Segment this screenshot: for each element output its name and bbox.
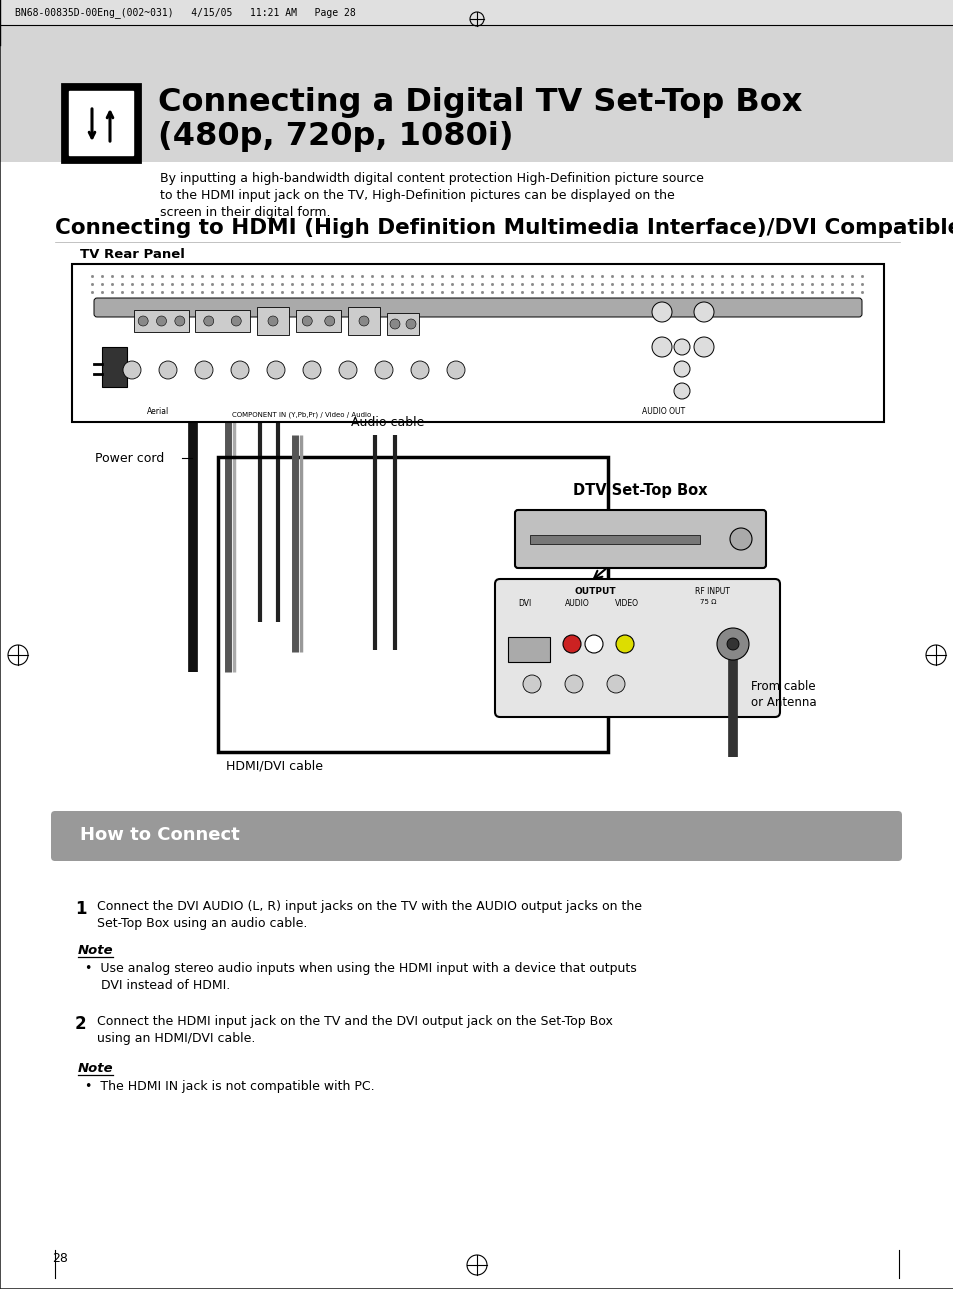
Bar [387, 313, 418, 335]
Bar [348, 307, 379, 335]
Bar [218, 457, 607, 752]
Circle shape [268, 316, 277, 326]
Circle shape [156, 316, 167, 326]
Text: How to Connect: How to Connect [80, 827, 239, 844]
Circle shape [522, 675, 540, 693]
Circle shape [267, 362, 285, 379]
Circle shape [194, 362, 213, 379]
FancyBboxPatch shape [495, 579, 780, 717]
Bar [256, 307, 289, 335]
Text: Connecting a Digital TV Set-Top Box: Connecting a Digital TV Set-Top Box [158, 86, 801, 118]
Bar [295, 310, 340, 331]
Text: 28: 28 [52, 1251, 68, 1264]
Circle shape [174, 316, 185, 326]
Circle shape [123, 362, 141, 379]
Text: By inputting a high-bandwidth digital content protection High-Definition picture: By inputting a high-bandwidth digital co… [160, 172, 703, 185]
Bar [69, 90, 132, 155]
Circle shape [303, 362, 320, 379]
Circle shape [231, 362, 249, 379]
Text: 1: 1 [75, 900, 87, 918]
Text: Audio cable: Audio cable [351, 415, 424, 428]
Circle shape [231, 316, 241, 326]
Circle shape [324, 316, 335, 326]
Text: BN68-00835D-00Eng_(002~031)   4/15/05   11:21 AM   Page 28: BN68-00835D-00Eng_(002~031) 4/15/05 11:2… [15, 8, 355, 18]
Text: 2: 2 [75, 1015, 87, 1034]
Text: Power cord: Power cord [95, 452, 164, 465]
Circle shape [159, 362, 177, 379]
Circle shape [564, 675, 582, 693]
Text: DVI: DVI [517, 599, 531, 608]
FancyBboxPatch shape [94, 297, 862, 317]
Text: HDMI/DVI cable: HDMI/DVI cable [226, 760, 323, 773]
Text: screen in their digital form.: screen in their digital form. [160, 206, 330, 219]
Circle shape [729, 528, 751, 550]
Text: DTV Set-Top Box: DTV Set-Top Box [572, 483, 706, 499]
Text: OUTPUT: OUTPUT [575, 587, 616, 596]
Text: Connect the HDMI input jack on the TV and the DVI output jack on the Set-Top Box: Connect the HDMI input jack on the TV an… [97, 1015, 612, 1028]
Text: Aerial: Aerial [147, 407, 169, 417]
Bar [0, 25, 953, 162]
Bar [102, 347, 127, 386]
Bar [71, 265, 883, 422]
Circle shape [138, 316, 148, 326]
Text: 75 Ω: 75 Ω [700, 599, 716, 605]
Text: •  Use analog stereo audio inputs when using the HDMI input with a device that o: • Use analog stereo audio inputs when us… [85, 962, 636, 975]
Text: Connecting to HDMI (High Definition Multimedia Interface)/DVI Compatible: Connecting to HDMI (High Definition Mult… [55, 217, 953, 238]
Text: RF INPUT: RF INPUT [695, 587, 729, 596]
FancyBboxPatch shape [515, 510, 765, 569]
Text: to the HDMI input jack on the TV, High-Definition pictures can be displayed on t: to the HDMI input jack on the TV, High-D… [160, 189, 674, 202]
Text: Note: Note [78, 945, 113, 958]
Text: VIDEO: VIDEO [615, 599, 639, 608]
Text: Set-Top Box using an audio cable.: Set-Top Box using an audio cable. [97, 917, 307, 930]
Circle shape [302, 316, 312, 326]
Bar [133, 310, 189, 331]
Circle shape [606, 675, 624, 693]
Circle shape [375, 362, 393, 379]
Circle shape [726, 638, 739, 650]
Circle shape [673, 339, 689, 355]
Text: DVI instead of HDMI.: DVI instead of HDMI. [85, 979, 230, 992]
Text: or Antenna: or Antenna [750, 697, 816, 710]
Circle shape [562, 635, 580, 652]
Circle shape [358, 316, 369, 326]
Circle shape [673, 383, 689, 400]
Text: COMPONENT IN (Y,Pb,Pr) / Video / Audio: COMPONENT IN (Y,Pb,Pr) / Video / Audio [232, 413, 371, 418]
Circle shape [338, 362, 356, 379]
Circle shape [390, 320, 399, 329]
Circle shape [673, 362, 689, 377]
Bar [194, 310, 250, 331]
Text: (480p, 720p, 1080i): (480p, 720p, 1080i) [158, 122, 513, 152]
Text: Connect the DVI AUDIO (L, R) input jacks on the TV with the AUDIO output jacks o: Connect the DVI AUDIO (L, R) input jacks… [97, 900, 641, 913]
Circle shape [717, 627, 748, 660]
Text: AUDIO: AUDIO [564, 599, 589, 608]
Circle shape [693, 303, 713, 322]
FancyBboxPatch shape [51, 811, 901, 861]
Circle shape [584, 635, 602, 652]
Bar [62, 84, 140, 162]
Text: using an HDMI/DVI cable.: using an HDMI/DVI cable. [97, 1032, 255, 1045]
Bar [507, 637, 550, 662]
Circle shape [204, 316, 213, 326]
Bar [0, 0, 953, 25]
Text: AUDIO OUT: AUDIO OUT [641, 407, 684, 417]
Circle shape [411, 362, 429, 379]
Circle shape [447, 362, 464, 379]
Bar [530, 534, 700, 544]
Text: TV Rear Panel: TV Rear Panel [80, 249, 185, 262]
Text: •  The HDMI IN jack is not compatible with PC.: • The HDMI IN jack is not compatible wit… [85, 1079, 375, 1093]
Bar [71, 265, 883, 422]
Circle shape [616, 635, 634, 652]
Text: Note: Note [78, 1062, 113, 1076]
Circle shape [406, 320, 416, 329]
Circle shape [651, 303, 671, 322]
Text: From cable: From cable [750, 680, 815, 693]
Circle shape [651, 337, 671, 358]
Circle shape [693, 337, 713, 358]
